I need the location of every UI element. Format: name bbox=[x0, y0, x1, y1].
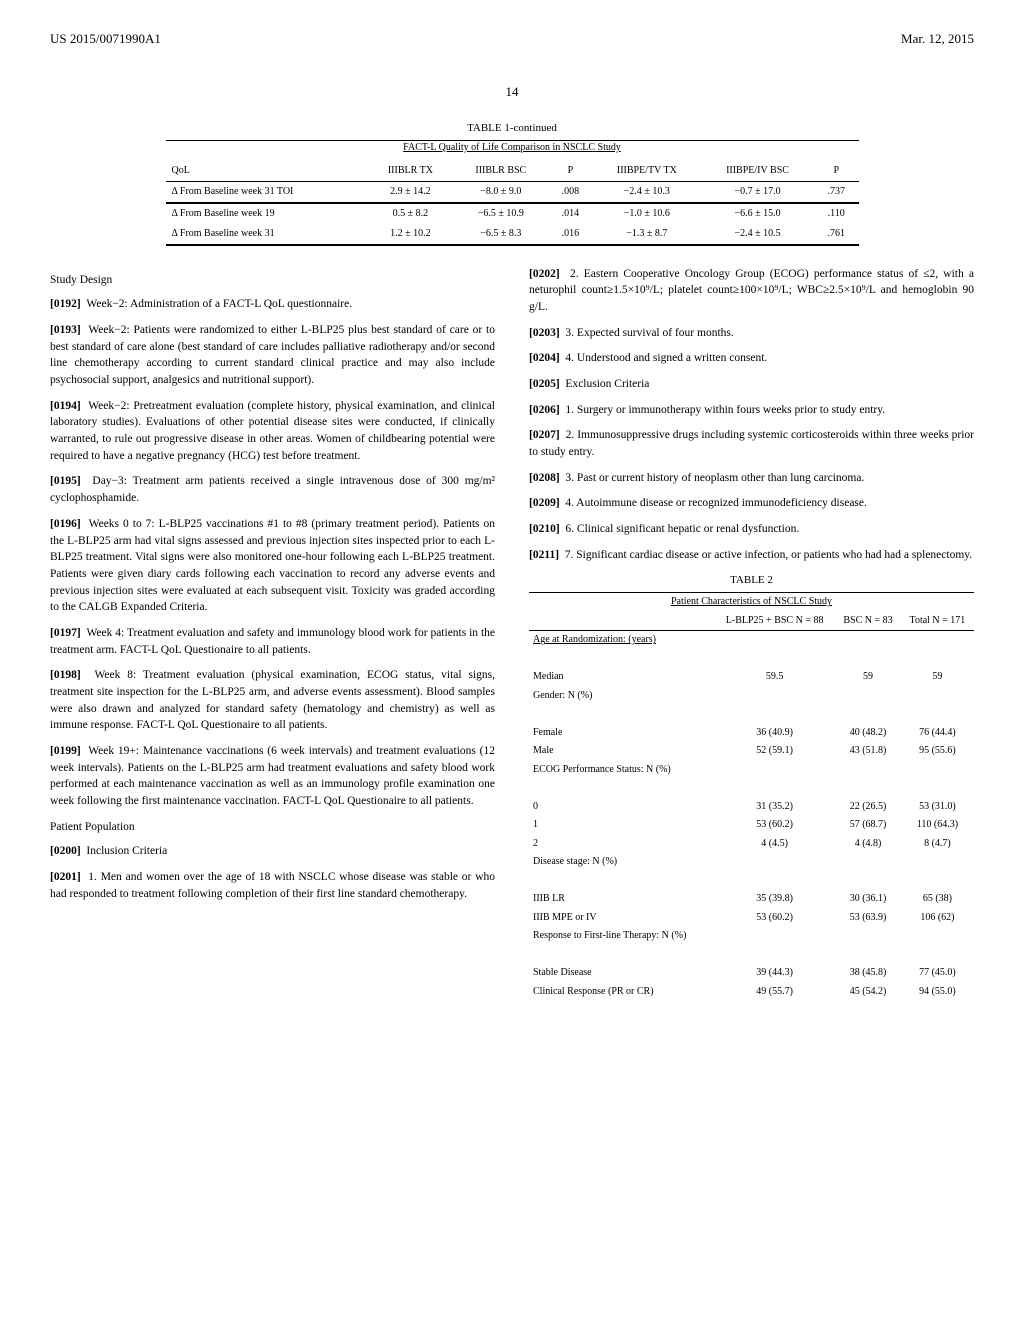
table-row: Δ From Baseline week 19 0.5 ± 8.2 −6.5 ±… bbox=[166, 203, 859, 224]
para-text: 2. Immunosuppressive drugs including sys… bbox=[529, 429, 974, 458]
table-row: Clinical Response (PR or CR)49 (55.7)45 … bbox=[529, 983, 974, 1002]
t1-h2: IIIBLR BSC bbox=[453, 161, 548, 182]
para-text: 4. Autoimmune disease or recognized immu… bbox=[565, 497, 866, 509]
para-num: [0207] bbox=[529, 429, 560, 441]
t1-h4: IIIBPE/TV TX bbox=[593, 161, 701, 182]
para-num: [0200] bbox=[50, 845, 81, 857]
para-num: [0210] bbox=[529, 523, 560, 535]
para-text: 7. Significant cardiac disease or active… bbox=[565, 549, 972, 561]
table1: QoL IIIBLR TX IIIBLR BSC P IIIBPE/TV TX … bbox=[166, 161, 859, 246]
table-row: 24 (4.5)4 (4.8)8 (4.7) bbox=[529, 835, 974, 854]
para-num: [0206] bbox=[529, 404, 560, 416]
para-num: [0192] bbox=[50, 298, 81, 310]
para-text: 2. Eastern Cooperative Oncology Group (E… bbox=[529, 268, 974, 313]
table-row: 153 (60.2)57 (68.7)110 (64.3) bbox=[529, 816, 974, 835]
para-num: [0194] bbox=[50, 400, 81, 412]
table-row: Δ From Baseline week 31 1.2 ± 10.2 −6.5 … bbox=[166, 224, 859, 245]
para-text: 4. Understood and signed a written conse… bbox=[565, 352, 767, 364]
table-row: ECOG Performance Status: N (%) bbox=[529, 761, 974, 780]
para-text: Week 8: Treatment evaluation (physical e… bbox=[50, 669, 495, 731]
t2-col3: Total N = 171 bbox=[901, 612, 974, 631]
table-row: Male52 (59.1)43 (51.8)95 (55.6) bbox=[529, 742, 974, 761]
patient-population-heading: Patient Population bbox=[50, 819, 495, 836]
para-text: 3. Past or current history of neoplasm o… bbox=[565, 472, 864, 484]
para-num: [0198] bbox=[50, 669, 81, 681]
para-text: Week 4: Treatment evaluation and safety … bbox=[50, 627, 495, 656]
para-text: Week−2: Administration of a FACT-L QoL q… bbox=[86, 298, 352, 310]
para-num: [0193] bbox=[50, 324, 81, 336]
para-num: [0199] bbox=[50, 745, 81, 757]
patent-id: US 2015/0071990A1 bbox=[50, 30, 161, 48]
table-row: Response to First-line Therapy: N (%) bbox=[529, 927, 974, 946]
t2-col1: L-BLP25 + BSC N = 88 bbox=[714, 612, 835, 631]
patent-date: Mar. 12, 2015 bbox=[901, 30, 974, 48]
t1-h3: P bbox=[548, 161, 592, 182]
para-num: [0205] bbox=[529, 378, 560, 390]
table-row: 031 (35.2)22 (26.5)53 (31.0) bbox=[529, 798, 974, 817]
para-num: [0211] bbox=[529, 549, 559, 561]
table2: Patient Characteristics of NSCLC Study L… bbox=[529, 592, 974, 1001]
para-text: Week 19+: Maintenance vaccinations (6 we… bbox=[50, 745, 495, 807]
para-num: [0195] bbox=[50, 475, 81, 487]
table-row: Female36 (40.9)40 (48.2)76 (44.4) bbox=[529, 724, 974, 743]
t1-h0: QoL bbox=[166, 161, 368, 182]
para-num: [0204] bbox=[529, 352, 560, 364]
right-column: [0202] 2. Eastern Cooperative Oncology G… bbox=[529, 266, 974, 1002]
table-row: Median59.55959 bbox=[529, 668, 974, 687]
para-num: [0197] bbox=[50, 627, 81, 639]
para-text: Week−2: Pretreatment evaluation (complet… bbox=[50, 400, 495, 462]
para-num: [0208] bbox=[529, 472, 560, 484]
table-row: Gender: N (%) bbox=[529, 687, 974, 706]
para-num: [0203] bbox=[529, 327, 560, 339]
table-row: Δ From Baseline week 31 TOI 2.9 ± 14.2 −… bbox=[166, 181, 859, 202]
t2-col2: BSC N = 83 bbox=[835, 612, 901, 631]
t1-h1: IIIBLR TX bbox=[367, 161, 453, 182]
para-text: 1. Men and women over the age of 18 with… bbox=[50, 871, 495, 900]
para-text: Weeks 0 to 7: L-BLP25 vaccinations #1 to… bbox=[50, 518, 495, 613]
para-num: [0209] bbox=[529, 497, 560, 509]
para-num: [0196] bbox=[50, 518, 81, 530]
table1-subtitle: FACT-L Quality of Life Comparison in NSC… bbox=[50, 141, 974, 155]
table-row: Disease stage: N (%) bbox=[529, 853, 974, 872]
para-text: 6. Clinical significant hepatic or renal… bbox=[565, 523, 799, 535]
para-text: 1. Surgery or immunotherapy within fours… bbox=[565, 404, 885, 416]
table-row: Stable Disease39 (44.3)38 (45.8)77 (45.0… bbox=[529, 964, 974, 983]
para-num: [0201] bbox=[50, 871, 81, 883]
para-text: Week−2: Patients were randomized to eith… bbox=[50, 324, 495, 386]
study-design-heading: Study Design bbox=[50, 272, 495, 289]
para-text: Exclusion Criteria bbox=[565, 378, 649, 390]
table2-subtitle: Patient Characteristics of NSCLC Study bbox=[529, 593, 974, 612]
para-text: Inclusion Criteria bbox=[86, 845, 167, 857]
table2-title: TABLE 2 bbox=[529, 573, 974, 589]
t1-h5: IIIBPE/IV BSC bbox=[701, 161, 814, 182]
table1-title: TABLE 1-continued bbox=[50, 121, 974, 136]
para-text: Day−3: Treatment arm patients received a… bbox=[50, 475, 495, 504]
left-column: Study Design [0192] Week−2: Administrati… bbox=[50, 266, 495, 1002]
table-row: IIIB LR35 (39.8)30 (36.1)65 (38) bbox=[529, 890, 974, 909]
para-num: [0202] bbox=[529, 268, 560, 280]
page-number: 14 bbox=[50, 83, 974, 101]
t2-sec0: Age at Randomization: (years) bbox=[529, 631, 714, 650]
page-header: US 2015/0071990A1 Mar. 12, 2015 bbox=[50, 30, 974, 48]
t1-h6: P bbox=[814, 161, 859, 182]
para-text: 3. Expected survival of four months. bbox=[565, 327, 733, 339]
table-row: IIIB MPE or IV53 (60.2)53 (63.9)106 (62) bbox=[529, 909, 974, 928]
